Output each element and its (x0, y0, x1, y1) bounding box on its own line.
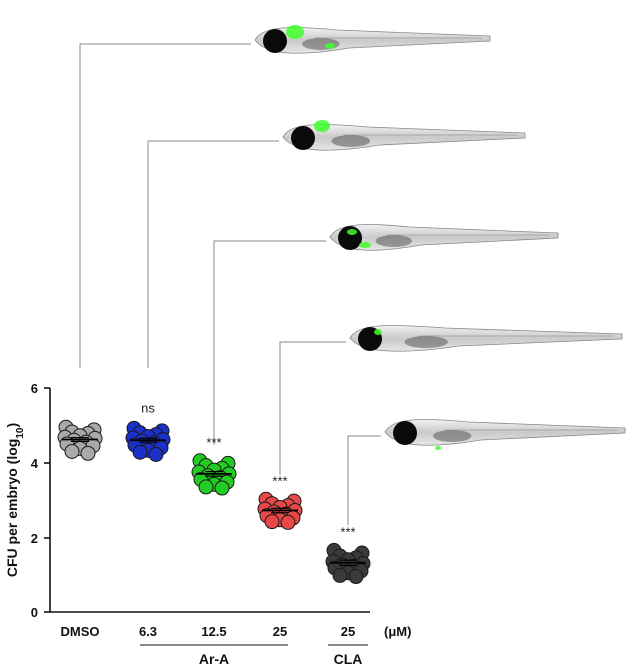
fluorescence-spot (374, 329, 382, 335)
fluorescence-spot (359, 242, 371, 248)
significance-label: *** (340, 524, 355, 539)
zebrafish-images (254, 25, 626, 450)
data-point (264, 514, 280, 530)
data-point (148, 446, 164, 462)
fluorescence-spot (286, 25, 304, 39)
unit-label: (μM) (384, 624, 411, 639)
significance-label: ns (141, 400, 155, 415)
zebrafish-25 (349, 325, 623, 352)
connector-line (279, 341, 346, 475)
fish-eye (263, 29, 287, 53)
fish-yolk (404, 336, 448, 348)
data-point (332, 567, 348, 583)
y-tick-label: 0 (31, 605, 38, 620)
data-point (64, 443, 80, 459)
y-axis-title: CFU per embryo (log10) (4, 423, 26, 577)
fish-eye (291, 126, 315, 150)
ar-a-group-label: Ar-A (199, 651, 229, 667)
data-point (348, 569, 364, 585)
data-point (198, 479, 214, 495)
connector-lines (79, 43, 381, 525)
zebrafish-6-3 (282, 120, 526, 151)
fish-yolk (302, 38, 340, 50)
x-tick-label: DMSO (61, 624, 100, 639)
zebrafish-cla-25 (384, 419, 626, 450)
fish-yolk (331, 135, 371, 147)
cla-group-label: CLA (334, 651, 363, 667)
y-tick-label: 2 (31, 531, 38, 546)
zebrafish-12-5 (329, 224, 559, 251)
fluorescence-spot (435, 446, 441, 450)
zebrafish-dmso (254, 25, 491, 54)
x-tick-labels: DMSO 6.3 12.5 25 25 (61, 624, 356, 639)
fish-eye (393, 421, 417, 445)
y-tick-label: 4 (31, 456, 39, 471)
fish-body (349, 325, 623, 352)
y-tick-label: 6 (31, 381, 38, 396)
connector-line (147, 140, 279, 368)
data-point (80, 445, 96, 461)
fish-body (384, 419, 626, 446)
x-tick-label: 6.3 (139, 624, 157, 639)
data-point (214, 480, 230, 496)
data-point (132, 444, 148, 460)
fish-yolk (375, 235, 413, 247)
fluorescence-spot (325, 43, 335, 49)
fluorescence-spot (347, 229, 357, 235)
y-axis: 6 4 2 0 (31, 381, 51, 620)
x-tick-label: 25 (341, 624, 355, 639)
x-tick-label: 25 (273, 624, 287, 639)
mean-bars (62, 437, 366, 566)
x-tick-label: 12.5 (201, 624, 226, 639)
fluorescence-spot (314, 120, 330, 132)
significance-label: *** (272, 473, 287, 488)
data-point (280, 514, 296, 530)
connector-line (79, 43, 251, 368)
connector-line (347, 435, 381, 525)
fish-yolk (433, 430, 472, 442)
significance-label: *** (206, 435, 221, 450)
significance-labels: ns *** *** *** (141, 400, 355, 539)
connector-line (213, 240, 326, 445)
